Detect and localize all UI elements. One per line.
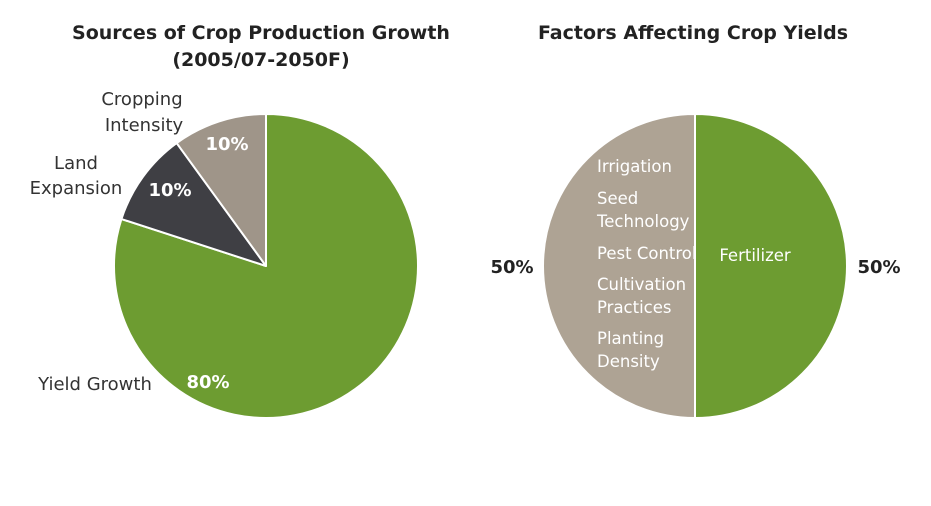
factor-irrigation: Irrigation (597, 157, 672, 176)
production-growth-chart: Sources of Crop Production Growth (2005/… (30, 22, 450, 419)
pie-slices (113, 113, 419, 419)
slice-value-land-expansion: 10% (148, 180, 191, 201)
slice-land-expansion (120, 142, 267, 267)
crop-yields-chart: Factors Affecting Crop Yields Fertilizer… (490, 22, 901, 419)
chart-title: Factors Affecting Crop Yields (538, 22, 848, 44)
factor-cultivation-practices-line2: Practices (597, 298, 672, 317)
factor-planting-density-line1: Planting (597, 329, 664, 348)
slice-label-fertilizer: Fertilizer (719, 246, 791, 265)
slice-label-cropping-intensity-line1: Cropping (101, 89, 182, 110)
factor-seed-technology-line1: Seed (597, 189, 638, 208)
slice-other-factors (542, 113, 696, 419)
slice-label-cropping-intensity-line2: Intensity (105, 115, 184, 136)
slice-value-other-factors: 50% (490, 257, 533, 278)
factor-list: Irrigation Seed Technology Pest Control … (596, 157, 696, 371)
factor-cultivation-practices-line1: Cultivation (597, 275, 686, 294)
slice-label-yield-growth: Yield Growth (37, 374, 152, 395)
slice-cropping-intensity (175, 113, 267, 267)
slice-value-yield-growth: 80% (186, 372, 229, 393)
factor-planting-density-line2: Density (597, 352, 660, 371)
chart-subtitle: (2005/07-2050F) (172, 49, 349, 71)
chart-title: Sources of Crop Production Growth (72, 22, 450, 44)
slice-value-cropping-intensity: 10% (205, 134, 248, 155)
slice-label-land-expansion-line1: Land (54, 153, 98, 174)
slice-fertilizer (694, 113, 848, 419)
factor-pest-control: Pest Control (597, 244, 696, 263)
slice-value-fertilizer: 50% (857, 257, 900, 278)
pie-slices (542, 113, 848, 419)
slice-label-land-expansion-line2: Expansion (30, 178, 123, 199)
factor-seed-technology-line2: Technology (596, 212, 690, 231)
